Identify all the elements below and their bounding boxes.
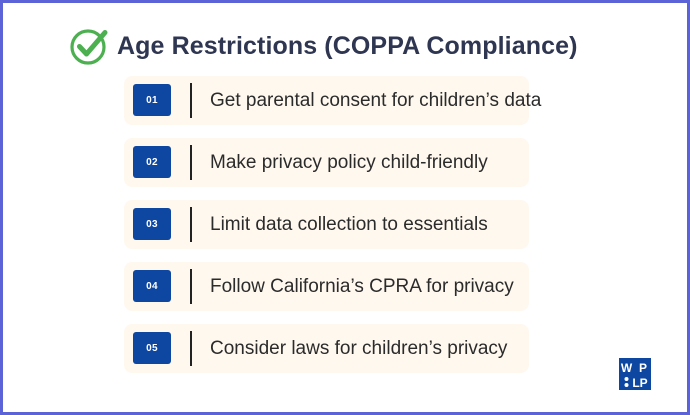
- step-number-badge: 01: [133, 84, 171, 116]
- wplp-logo: W P LP: [619, 358, 651, 390]
- svg-text:W: W: [621, 361, 633, 375]
- check-circle-icon: [70, 29, 108, 65]
- divider: [190, 331, 192, 366]
- step-number-badge: 02: [133, 146, 171, 178]
- list-item: 02 Make privacy policy child-friendly: [124, 138, 529, 187]
- header: Age Restrictions (COPPA Compliance): [69, 25, 578, 67]
- list-item-label: Limit data collection to essentials: [210, 213, 488, 235]
- list-item-label: Get parental consent for children’s data: [210, 89, 542, 111]
- page-title: Age Restrictions (COPPA Compliance): [117, 31, 578, 60]
- list-item-label: Consider laws for children’s privacy: [210, 337, 508, 359]
- divider: [190, 145, 192, 180]
- wplp-logo-mark: W P LP: [619, 358, 651, 390]
- svg-text:LP: LP: [632, 376, 647, 390]
- divider: [190, 207, 192, 242]
- list-item: 03 Limit data collection to essentials: [124, 200, 529, 249]
- divider: [190, 269, 192, 304]
- list-item: 04 Follow California’s CPRA for privacy: [124, 262, 529, 311]
- divider: [190, 83, 192, 118]
- list-item: 05 Consider laws for children’s privacy: [124, 324, 529, 373]
- checklist: 01 Get parental consent for children’s d…: [124, 76, 541, 373]
- svg-text:P: P: [639, 361, 647, 375]
- list-item: 01 Get parental consent for children’s d…: [124, 76, 541, 125]
- list-item-label: Follow California’s CPRA for privacy: [210, 275, 514, 297]
- step-number-badge: 04: [133, 270, 171, 302]
- step-number-badge: 03: [133, 208, 171, 240]
- list-item-label: Make privacy policy child-friendly: [210, 151, 488, 173]
- step-number-badge: 05: [133, 332, 171, 364]
